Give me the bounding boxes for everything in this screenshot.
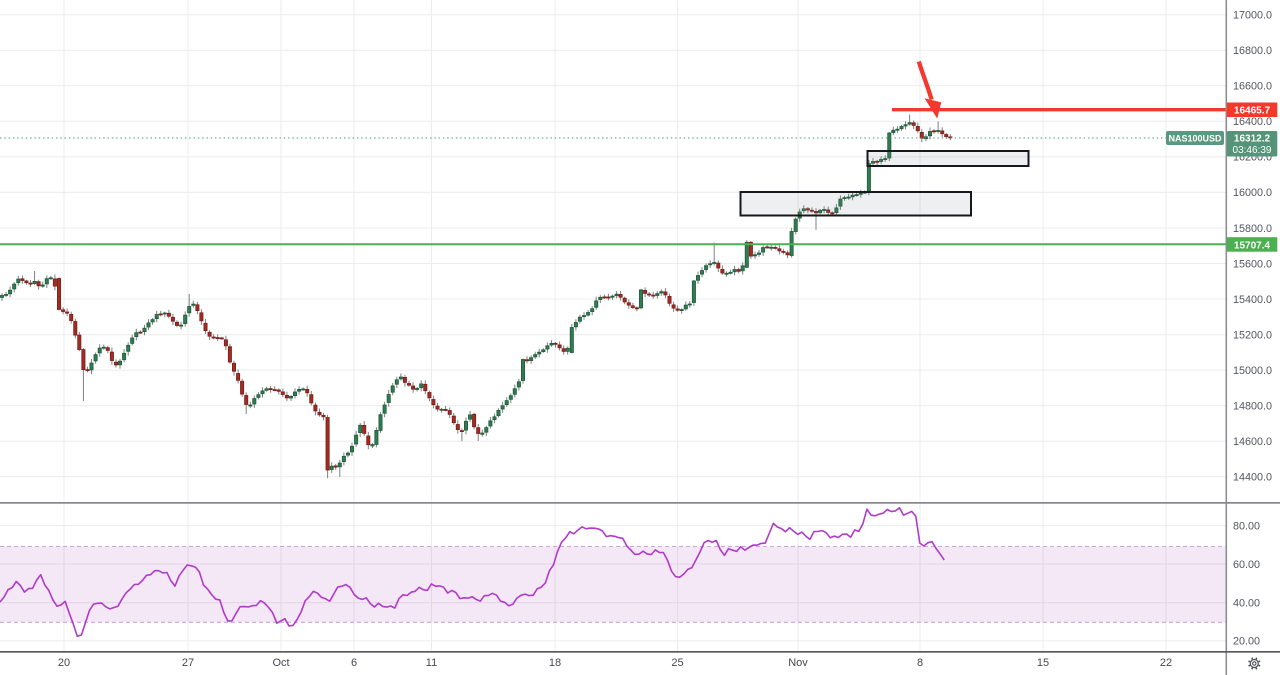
svg-text:60.00: 60.00 (1233, 559, 1260, 571)
svg-text:11: 11 (426, 657, 437, 669)
svg-text:16312.2: 16312.2 (1234, 134, 1271, 145)
svg-text:20.00: 20.00 (1233, 636, 1260, 648)
svg-text:17000.0: 17000.0 (1233, 10, 1272, 22)
svg-text:40.00: 40.00 (1233, 597, 1260, 609)
svg-text:15800.0: 15800.0 (1233, 223, 1272, 235)
svg-text:16465.7: 16465.7 (1234, 106, 1271, 117)
svg-text:Oct: Oct (272, 657, 289, 669)
svg-text:22: 22 (1160, 657, 1172, 669)
svg-text:Nov: Nov (788, 657, 808, 669)
svg-text:15600.0: 15600.0 (1233, 258, 1272, 270)
svg-text:NAS100USD: NAS100USD (1168, 133, 1222, 143)
svg-text:16000.0: 16000.0 (1233, 187, 1272, 199)
svg-text:16400.0: 16400.0 (1233, 116, 1272, 128)
svg-text:18: 18 (549, 657, 561, 669)
svg-text:15000.0: 15000.0 (1233, 365, 1272, 377)
svg-text:14400.0: 14400.0 (1233, 472, 1272, 484)
svg-text:25: 25 (671, 657, 683, 669)
svg-text:15707.4: 15707.4 (1234, 240, 1271, 251)
svg-text:20: 20 (58, 657, 70, 669)
svg-text:16800.0: 16800.0 (1233, 45, 1272, 57)
svg-text:16600.0: 16600.0 (1233, 81, 1272, 93)
svg-text:15400.0: 15400.0 (1233, 294, 1272, 306)
svg-text:80.00: 80.00 (1233, 520, 1260, 532)
svg-text:15200.0: 15200.0 (1233, 329, 1272, 341)
svg-text:03:46:39: 03:46:39 (1233, 145, 1272, 156)
svg-text:8: 8 (917, 657, 923, 669)
svg-text:6: 6 (351, 657, 357, 669)
svg-text:14800.0: 14800.0 (1233, 401, 1272, 413)
svg-text:14600.0: 14600.0 (1233, 436, 1272, 448)
svg-text:15: 15 (1037, 657, 1049, 669)
svg-text:27: 27 (182, 657, 194, 669)
